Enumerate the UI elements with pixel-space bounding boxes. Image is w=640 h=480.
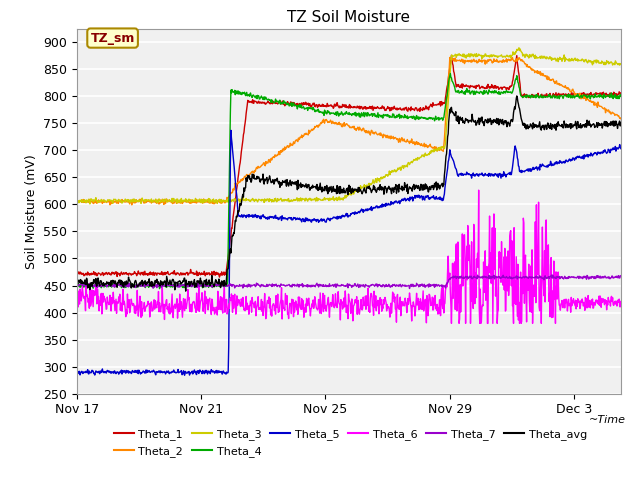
Text: ~Time: ~Time xyxy=(589,416,626,425)
Y-axis label: Soil Moisture (mV): Soil Moisture (mV) xyxy=(24,154,38,269)
Legend: Theta_1, Theta_2, Theta_3, Theta_4, Theta_5, Theta_6, Theta_7, Theta_avg: Theta_1, Theta_2, Theta_3, Theta_4, Thet… xyxy=(109,425,591,461)
Text: TZ_sm: TZ_sm xyxy=(90,32,135,45)
Title: TZ Soil Moisture: TZ Soil Moisture xyxy=(287,10,410,25)
